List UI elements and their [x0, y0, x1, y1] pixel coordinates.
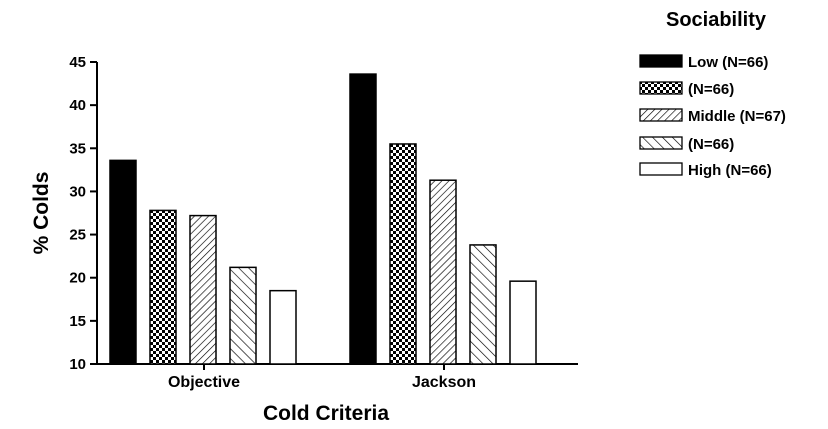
bar [269, 289, 297, 365]
legend-swatch [639, 162, 683, 176]
legend-label: Low (N=66) [688, 54, 768, 71]
y-tick-label: 20 [69, 270, 86, 287]
legend-swatch [639, 54, 683, 68]
y-tick-label: 45 [69, 54, 86, 71]
legend-swatch [639, 136, 683, 150]
x-axis-title: Cold Criteria [263, 402, 389, 425]
legend-label: (N=66) [688, 81, 734, 98]
y-tick-label: 25 [69, 227, 86, 244]
legend-label: High (N=66) [688, 162, 772, 179]
y-tick-label: 40 [69, 97, 86, 114]
bar [509, 280, 537, 365]
bar [469, 244, 497, 365]
bar [109, 159, 137, 365]
y-tick-label: 15 [69, 313, 86, 330]
bar [149, 209, 177, 365]
legend-title: Sociability [666, 9, 767, 31]
bar [429, 179, 457, 365]
legend-label: Middle (N=67) [688, 108, 786, 125]
x-category-label: Objective [168, 374, 240, 391]
y-tick-label: 10 [69, 356, 86, 373]
bar [189, 214, 217, 365]
legend: Low (N=66) (N=66) Middle (N=67) (N=66) High … [639, 54, 786, 179]
y-tick-label: 30 [69, 183, 86, 200]
legend-swatch [639, 81, 683, 95]
y-tick-label: 35 [69, 140, 86, 157]
legend-label: (N=66) [688, 136, 734, 153]
bar [349, 73, 377, 365]
bar [229, 266, 257, 365]
bar [389, 143, 417, 365]
x-category-label: Jackson [412, 374, 476, 391]
legend-swatch [639, 108, 683, 122]
y-axis-title: % Colds [30, 172, 53, 255]
